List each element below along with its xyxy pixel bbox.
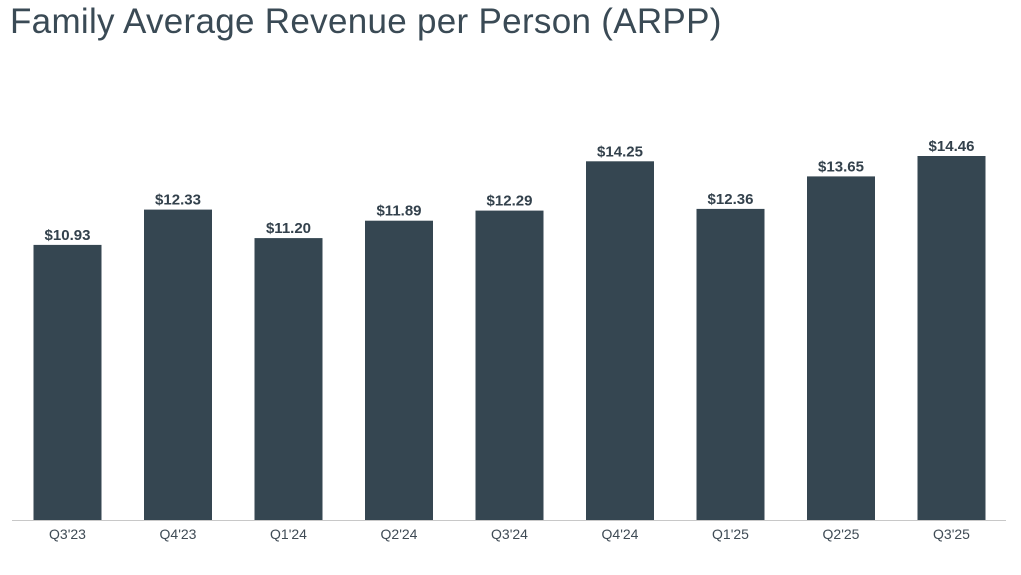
x-tick-labels-layer: Q3'23 Q4'23 Q1'24 Q2'24 Q3'24 Q4'24 Q1'25 Q2'25…: [49, 526, 970, 542]
value-label: $14.25: [597, 143, 643, 160]
chart-title: Family Average Revenue per Person (ARPP): [10, 2, 722, 41]
value-labels-layer: $10.93 $12.33 $11.20 $11.89 $12.29 $14.25 $12.…: [45, 138, 975, 244]
bar-q3-24: [475, 210, 544, 520]
x-tick-label: Q2'24: [381, 526, 418, 542]
bar-q2-25: [807, 176, 875, 520]
value-label: $12.33: [155, 192, 201, 209]
bars-layer: [33, 156, 986, 521]
x-tick-label: Q1'24: [270, 526, 307, 542]
value-label: $10.93: [45, 227, 91, 244]
value-label: $12.36: [708, 191, 754, 208]
bar-q1-24: [254, 238, 323, 520]
value-label: $11.89: [376, 203, 421, 220]
value-label: $14.46: [929, 138, 975, 155]
x-tick-label: Q1'25: [712, 526, 749, 542]
value-label: $12.29: [487, 193, 533, 210]
bar-q3-23: [33, 244, 102, 520]
value-label: $11.20: [266, 220, 311, 237]
x-tick-label: Q4'23: [160, 526, 197, 542]
bar-q3-25: [917, 156, 986, 520]
bar-q1-25: [696, 208, 765, 520]
x-tick-label: Q2'25: [823, 526, 860, 542]
bar-q4-24: [586, 161, 654, 521]
x-tick-label: Q3'24: [491, 526, 528, 542]
bar-q4-23: [144, 209, 212, 520]
value-label: $13.65: [818, 158, 864, 175]
x-tick-label: Q3'25: [933, 526, 970, 542]
x-tick-label: Q4'24: [602, 526, 639, 542]
x-tick-label: Q3'23: [49, 526, 86, 542]
bar-q2-24: [365, 220, 433, 520]
